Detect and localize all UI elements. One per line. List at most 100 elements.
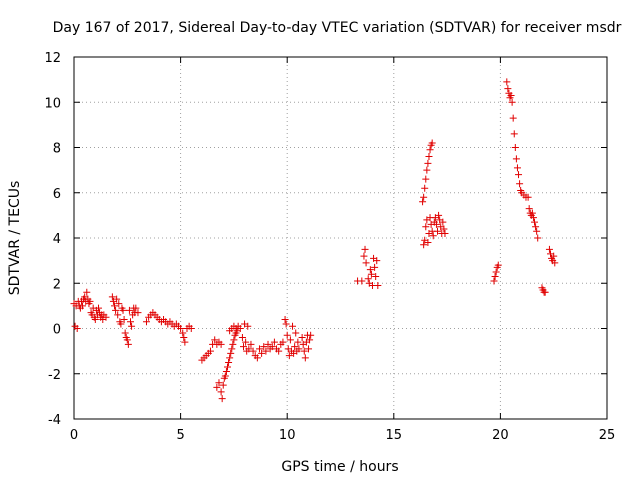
data-point [441,229,449,237]
data-point [181,338,189,346]
data-point [372,272,380,280]
data-point [422,223,430,231]
data-point [512,155,520,163]
data-point [217,340,225,348]
data-point [532,223,540,231]
data-point [511,144,519,151]
data-point [225,358,233,366]
data-point [362,259,370,267]
data-point [504,85,512,93]
data-point [426,146,434,154]
data-point [227,349,235,357]
data-point [275,347,283,355]
data-point [305,345,313,353]
y-tick-label: 10 [44,96,61,111]
y-tick-label: 4 [53,232,61,247]
data-point [238,334,246,342]
data-point [420,241,428,249]
data-points [70,78,559,403]
x-tick-label: 25 [599,428,616,443]
data-point [115,300,123,308]
data-point [282,320,290,328]
data-point [358,277,366,285]
data-point [253,354,261,362]
axis-ticks: 0 5 10 15 20 25 -4 -2 0 2 4 6 8 10 12 [44,51,615,443]
data-point [301,354,309,362]
data-point [114,311,122,319]
data-point [108,293,116,301]
data-point [510,130,518,138]
data-point [180,334,188,342]
data-point [550,252,558,260]
data-point [545,245,553,253]
y-tick-label: -2 [48,368,61,383]
y-tick-label: 0 [53,323,61,338]
data-point [515,171,523,179]
data-point [126,318,134,326]
data-point [291,343,299,351]
data-point [83,288,91,296]
data-point [260,343,268,351]
data-point [432,220,440,228]
data-point [219,381,227,389]
data-point [541,288,549,296]
data-point [286,336,294,344]
data-point [224,363,232,371]
data-point [73,325,81,332]
data-point [295,345,303,353]
data-point [424,239,432,247]
data-point [281,315,289,323]
data-point [113,295,121,303]
data-point [222,367,230,375]
data-point [218,395,226,403]
data-point [124,340,132,348]
x-tick-label: 5 [176,428,184,443]
data-point [283,331,291,339]
data-point [134,309,142,317]
data-point [534,234,542,242]
data-point [187,325,195,332]
x-tick-label: 0 [70,428,78,443]
data-point [249,347,257,355]
data-point [429,232,437,240]
y-tick-label: 12 [44,51,61,66]
x-tick-label: 10 [279,428,296,443]
data-point [206,347,214,355]
chart-title: Day 167 of 2017, Sidereal Day-to-day VTE… [53,20,622,36]
data-point [508,98,516,106]
data-point [236,325,244,332]
y-tick-label: 2 [53,277,61,292]
data-point [529,214,537,222]
data-point [264,340,272,348]
data-point [213,383,221,391]
data-point [128,322,136,330]
x-tick-label: 20 [492,428,509,443]
plot-frame [73,56,608,420]
data-point [528,209,536,217]
data-point [242,338,250,346]
data-point [424,159,432,167]
x-axis-label: GPS time / hours [281,459,398,475]
data-point [434,227,442,235]
data-point [132,304,140,312]
y-tick-label: 6 [53,187,61,202]
data-point [374,282,382,290]
data-point [120,315,128,323]
data-point [112,306,120,314]
data-point [525,205,533,213]
data-point [102,313,110,321]
data-point [226,354,234,362]
data-point [91,315,99,323]
data-point [531,218,539,226]
data-point [307,331,315,339]
data-point [262,347,270,355]
data-point [221,372,229,380]
data-point [255,345,263,353]
data-point [524,193,532,201]
data-point [306,336,314,344]
y-tick-label: -4 [48,413,61,428]
data-point [95,304,103,312]
data-point [217,388,225,396]
data-point [373,257,381,265]
